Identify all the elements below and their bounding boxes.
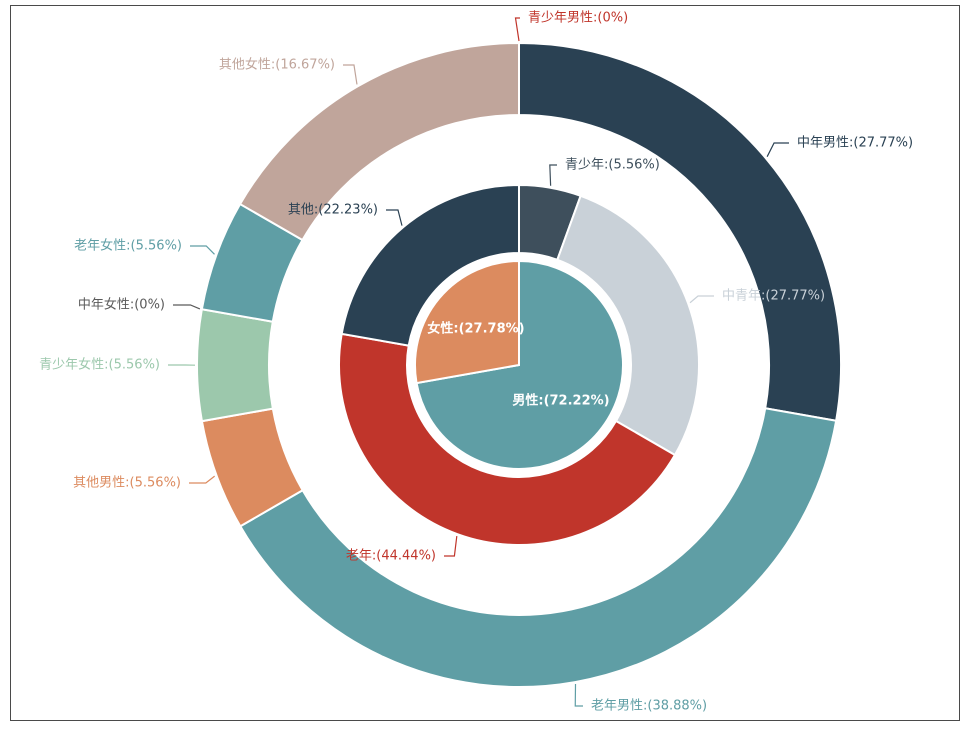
slice-outer-7 bbox=[238, 41, 520, 242]
leader-outer-2 bbox=[574, 684, 583, 707]
label-middle-2: 老年:(44.44%) bbox=[346, 549, 436, 564]
leader-outer-6 bbox=[190, 245, 215, 255]
label-middle-0: 青少年:(5.56%) bbox=[565, 158, 660, 173]
label-outer-2: 老年男性:(38.88%) bbox=[591, 699, 707, 714]
label-outer-7: 其他女性:(16.67%) bbox=[219, 57, 335, 73]
leader-middle-3 bbox=[386, 209, 403, 226]
leader-middle-1 bbox=[689, 295, 714, 304]
leader-outer-1 bbox=[766, 142, 789, 157]
label-outer-6: 老年女性:(5.56%) bbox=[74, 238, 182, 254]
leader-middle-0 bbox=[549, 164, 557, 186]
label-middle-3: 其他:(22.23%) bbox=[288, 203, 378, 218]
leader-outer-7 bbox=[343, 64, 358, 85]
leader-outer-0 bbox=[514, 17, 520, 42]
slice-middle-3 bbox=[340, 183, 520, 347]
slice-middle-2 bbox=[338, 332, 677, 546]
label-middle-1: 中青年:(27.77%) bbox=[722, 289, 825, 304]
slice-outer-4 bbox=[196, 308, 274, 423]
label-outer-5: 中年女性:(0%) bbox=[78, 297, 165, 313]
slice-outer-2 bbox=[238, 407, 838, 688]
label-inner-0: 男性:(72.22%) bbox=[512, 393, 609, 409]
slice-inner-1 bbox=[414, 259, 520, 385]
leader-middle-2 bbox=[444, 535, 458, 557]
label-outer-4: 青少年女性:(5.56%) bbox=[39, 357, 160, 373]
label-outer-3: 其他男性:(5.56%) bbox=[73, 476, 181, 491]
label-inner-1: 女性:(27.78%) bbox=[427, 321, 524, 337]
leader-outer-3 bbox=[189, 475, 216, 484]
slice-middle-1 bbox=[556, 194, 700, 457]
leader-outer-5 bbox=[173, 304, 201, 310]
label-outer-1: 中年男性:(27.77%) bbox=[797, 136, 913, 151]
label-outer-0: 青少年男性:(0%) bbox=[528, 11, 628, 26]
